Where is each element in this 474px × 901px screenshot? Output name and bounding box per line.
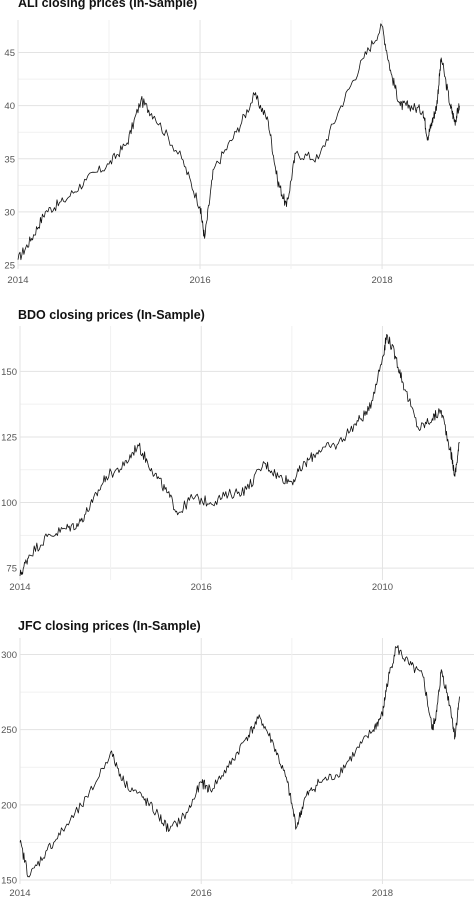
x-tick-label: 2014 <box>7 275 28 286</box>
gridlines <box>19 326 474 580</box>
y-tick-label: 30 <box>4 207 15 218</box>
jfc-chart-panel: JFC closing prices (In-Sample) 150 200 250… <box>0 610 474 901</box>
y-tick-label: 150 <box>1 876 17 887</box>
chart-title: ALI closing prices (In-Sample) <box>18 0 198 10</box>
y-tick-label: 150 <box>1 367 17 378</box>
y-tick-label: 125 <box>1 432 17 443</box>
price-series-line <box>17 23 460 261</box>
bdo-chart-panel: BDO closing prices (In-Sample) 75 100 125 1… <box>0 300 474 610</box>
y-tick-label: 75 <box>6 564 17 575</box>
y-tick-label: 100 <box>1 498 17 509</box>
gridlines <box>19 638 474 884</box>
y-tick-label: 45 <box>4 48 15 59</box>
price-series-line <box>19 333 460 577</box>
x-tick-label: 2014 <box>9 888 30 899</box>
x-tick-label: 2010 <box>372 582 393 593</box>
x-tick-label: 2016 <box>191 582 212 593</box>
ali-plot-area: 25 30 35 40 45 2014 2016 2018 <box>4 20 474 286</box>
jfc-plot-area: 150 200 250 300 2014 2016 2018 <box>1 638 474 899</box>
x-tick-label: 2014 <box>9 582 30 593</box>
gridlines <box>17 20 474 269</box>
y-tick-label: 35 <box>4 154 15 165</box>
y-tick-label: 40 <box>4 101 15 112</box>
y-tick-label: 250 <box>1 725 17 736</box>
chart-title: BDO closing prices (In-Sample) <box>18 308 205 322</box>
y-tick-label: 300 <box>1 650 17 661</box>
y-tick-label: 200 <box>1 800 17 811</box>
x-tick-label: 2016 <box>191 888 212 899</box>
ali-chart-panel: ALI closing prices (In-Sample) 25 30 35 40 4… <box>0 0 474 300</box>
x-tick-label: 2018 <box>372 275 393 286</box>
chart-title: JFC closing prices (In-Sample) <box>18 619 201 633</box>
x-tick-label: 2016 <box>189 275 210 286</box>
bdo-plot-area: 75 100 125 150 2014 2016 2010 <box>1 326 474 593</box>
x-tick-label: 2018 <box>372 888 393 899</box>
price-series-line <box>19 645 460 878</box>
y-tick-label: 25 <box>4 261 15 272</box>
